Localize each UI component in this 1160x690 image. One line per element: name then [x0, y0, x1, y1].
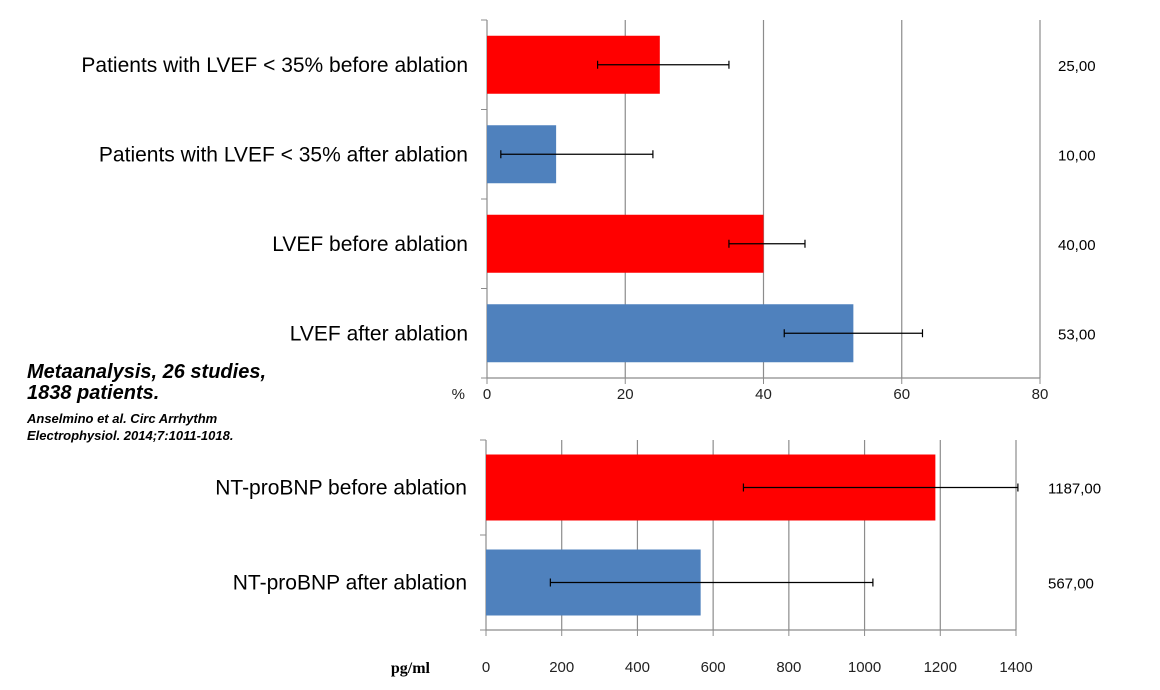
x-tick-label: 800: [776, 659, 801, 676]
value-label: 25,00: [1058, 58, 1096, 75]
note-line-2: 1838 patients.: [27, 382, 160, 404]
note-line-3: Anselmino et al. Circ Arrhythm: [27, 411, 218, 426]
value-label: 1187,00: [1048, 481, 1101, 498]
x-tick-label: 400: [625, 659, 650, 676]
value-label: 53,00: [1058, 326, 1096, 343]
category-label: Patients with LVEF < 35% after ablation: [99, 143, 468, 166]
x-axis-unit: pg/ml: [391, 660, 431, 677]
bar: [487, 214, 764, 273]
value-label: 40,00: [1058, 237, 1096, 254]
category-label: LVEF after ablation: [290, 322, 468, 345]
x-tick-label: 0: [483, 386, 491, 403]
x-tick-label: 1200: [924, 659, 957, 676]
note-line-4: Electrophysiol. 2014;7:1011-1018.: [27, 428, 234, 443]
note-line-1: Metaanalysis, 26 studies,: [27, 361, 267, 383]
category-label: NT-proBNP before ablation: [215, 477, 467, 500]
x-tick-label: 60: [893, 386, 910, 403]
category-label: Patients with LVEF < 35% before ablation: [81, 54, 468, 77]
x-tick-label: 80: [1032, 386, 1049, 403]
study-citation: Anselmino et al. Circ Arrhythm Electroph…: [27, 410, 233, 444]
study-note: Metaanalysis, 26 studies, 1838 patients.: [27, 362, 266, 404]
x-tick-label: 0: [482, 659, 490, 676]
x-axis-unit: %: [452, 386, 465, 403]
x-tick-label: 40: [755, 386, 772, 403]
x-tick-label: 1400: [999, 659, 1032, 676]
x-tick-label: 200: [549, 659, 574, 676]
value-label: 10,00: [1058, 147, 1096, 164]
value-label: 567,00: [1048, 576, 1094, 593]
category-label: NT-proBNP after ablation: [233, 572, 467, 595]
x-tick-label: 20: [617, 386, 634, 403]
category-label: LVEF before ablation: [272, 233, 468, 256]
x-tick-label: 1000: [848, 659, 881, 676]
x-tick-label: 600: [701, 659, 726, 676]
